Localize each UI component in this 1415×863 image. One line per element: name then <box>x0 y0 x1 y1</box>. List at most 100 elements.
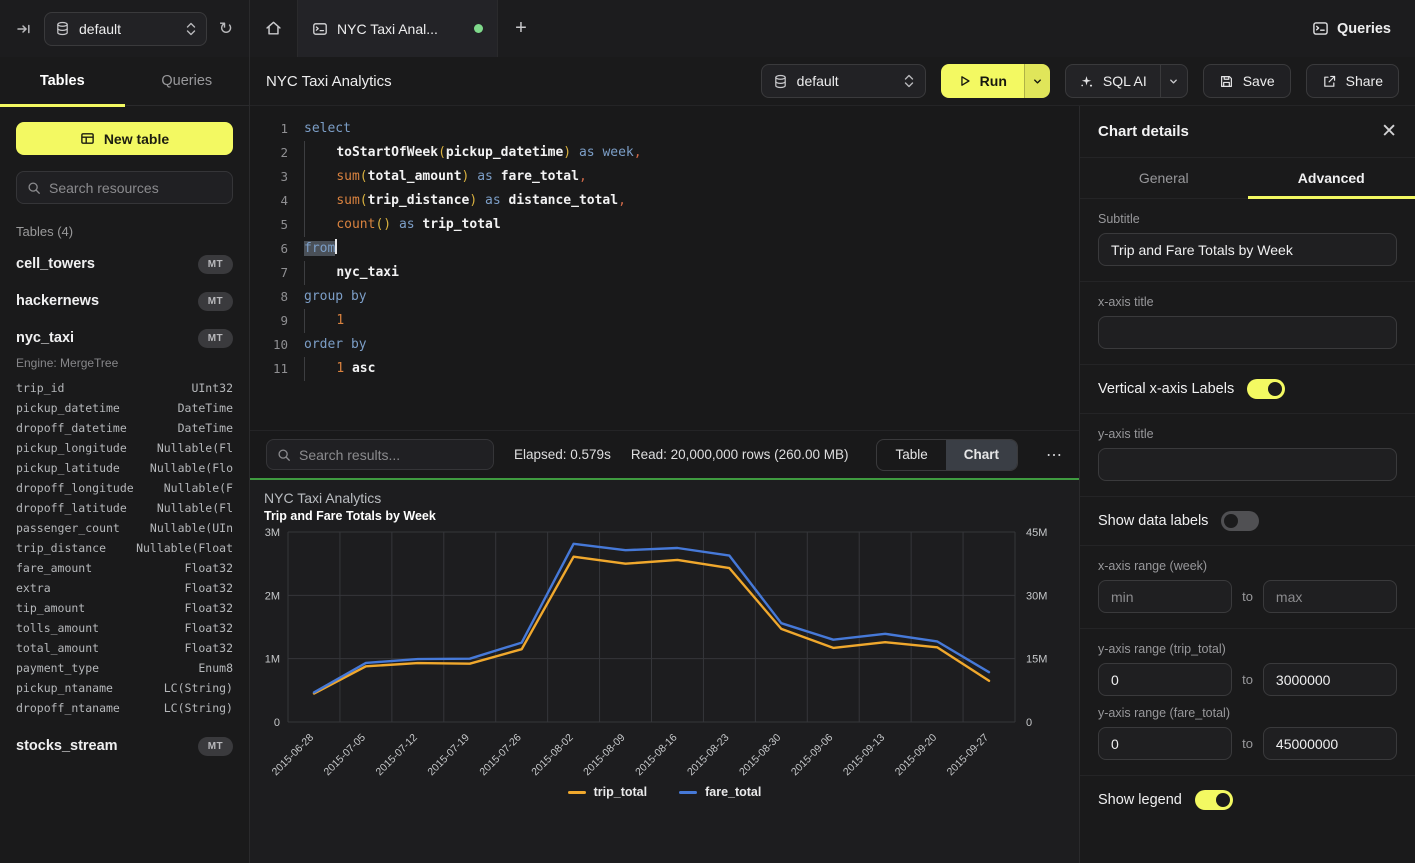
chart-details-body: Subtitle x-axis title Vertical x-axis La… <box>1080 199 1415 824</box>
read-stat: Read: 20,000,000 rows (260.00 MB) <box>630 447 849 462</box>
legend-item-trip_total[interactable]: trip_total <box>567 785 647 799</box>
sql-ai-button[interactable]: SQL AI <box>1066 65 1160 97</box>
queries-button[interactable]: Queries <box>1312 0 1415 57</box>
svg-text:15M: 15M <box>1026 654 1047 666</box>
play-icon <box>958 74 972 88</box>
home-tab[interactable] <box>250 0 298 57</box>
run-button[interactable]: Run <box>941 64 1024 98</box>
y-fare-min-input[interactable] <box>1098 727 1233 760</box>
table-row-hackernews[interactable]: hackernews MT <box>16 289 233 313</box>
sql-ai-options-button[interactable] <box>1159 65 1187 97</box>
table-row-cell-towers[interactable]: cell_towers MT <box>16 252 233 276</box>
search-resources-input[interactable] <box>49 179 222 196</box>
query-header: NYC Taxi Analytics default <box>250 57 1415 106</box>
column-row: payment_type Enum8 <box>16 661 233 675</box>
main-area: NYC Taxi Analytics default <box>250 57 1415 863</box>
y-trip-max-input[interactable] <box>1262 663 1397 696</box>
show-legend-toggle[interactable] <box>1194 790 1233 810</box>
sidebar-tab-queries[interactable]: Queries <box>161 73 213 89</box>
x-range-max-input[interactable] <box>1262 580 1397 613</box>
line-number: 2 <box>280 145 288 160</box>
subtitle-input[interactable] <box>1098 233 1397 266</box>
unsaved-changes-dot <box>474 24 483 33</box>
search-icon <box>27 181 41 195</box>
code-line: 10 order by <box>250 333 1079 357</box>
sidebar-tab-tables[interactable]: Tables <box>0 57 125 107</box>
to-label: to <box>1242 672 1253 687</box>
subtitle-group: Subtitle <box>1080 199 1415 282</box>
sql-editor[interactable]: 1 select 2 toStartOfWeek(pickup_datetime) … <box>250 106 1079 430</box>
tab-advanced[interactable]: Advanced <box>1247 158 1415 199</box>
y-axis-range-fare-row: to <box>1098 727 1397 760</box>
chart-details-panel: Chart details ✕ General Advanced Subtitl… <box>1079 106 1415 863</box>
save-button[interactable]: Save <box>1202 64 1291 98</box>
chart-title: NYC Taxi Analytics <box>264 490 382 506</box>
database-icon <box>773 74 788 89</box>
search-icon <box>277 448 291 462</box>
x-axis-label: 2015-08-23 <box>685 732 732 779</box>
x-axis-label: 2015-09-06 <box>789 732 836 779</box>
y-axis-title-group: y-axis title <box>1080 414 1415 497</box>
svg-text:0: 0 <box>274 717 280 729</box>
query-title: NYC Taxi Analytics <box>266 72 392 90</box>
share-icon <box>1322 74 1337 89</box>
toggle-knob <box>1268 382 1283 396</box>
refresh-icon[interactable]: ↻ <box>218 18 233 38</box>
y-axis-title-label: y-axis title <box>1098 427 1154 441</box>
svg-text:3M: 3M <box>265 527 280 539</box>
x-range-min-input[interactable] <box>1098 580 1233 613</box>
database-selector[interactable]: default <box>44 11 207 46</box>
table-icon <box>80 131 95 146</box>
view-table-button[interactable]: Table <box>895 447 928 462</box>
table-name: stocks_stream <box>16 738 118 754</box>
vertical-x-axis-labels-toggle[interactable] <box>1247 379 1286 399</box>
chart-legend: trip_total fare_total <box>264 785 1065 799</box>
table-row-stocks-stream[interactable]: stocks_stream MT <box>16 734 233 758</box>
sql-ai-label: SQL AI <box>1102 73 1147 89</box>
legend-item-fare_total[interactable]: fare_total <box>679 785 761 799</box>
vertical-x-axis-labels-row: Vertical x-axis Labels <box>1080 365 1415 414</box>
chart-details-title: Chart details <box>1098 123 1189 140</box>
x-axis-label: 2015-06-28 <box>270 732 317 779</box>
series-line-fare_total <box>312 542 991 694</box>
more-options-icon[interactable]: ⋯ <box>1046 446 1063 464</box>
show-data-labels-label: Show data labels <box>1098 513 1209 529</box>
x-axis-title-input[interactable] <box>1098 316 1397 349</box>
sidebar: Tables Queries New table Tables (4) <box>0 57 250 863</box>
topbar-left: default ↻ <box>0 0 250 57</box>
show-legend-row: Show legend <box>1080 776 1415 824</box>
close-icon[interactable]: ✕ <box>1381 121 1397 142</box>
table-name: cell_towers <box>16 256 95 272</box>
search-results-input[interactable] <box>299 446 483 463</box>
y-axis-title-input[interactable] <box>1098 448 1397 481</box>
code-line: 6 from <box>250 237 1079 261</box>
run-database-selector[interactable]: default <box>760 64 926 98</box>
tab-general[interactable]: General <box>1138 170 1189 186</box>
save-label: Save <box>1242 73 1275 89</box>
show-data-labels-toggle[interactable] <box>1221 511 1260 531</box>
share-label: Share <box>1345 73 1383 89</box>
column-row: total_amount Float32 <box>16 641 233 655</box>
run-options-button[interactable] <box>1023 64 1050 98</box>
y-trip-min-input[interactable] <box>1098 663 1233 696</box>
collapse-sidebar-icon[interactable] <box>16 21 32 37</box>
table-row-nyc-taxi[interactable]: nyc_taxi MT <box>16 326 233 350</box>
chart-details-tabs: General Advanced <box>1080 158 1415 199</box>
run-database-label: default <box>796 73 839 89</box>
query-terminal-icon <box>312 21 328 37</box>
column-row: tolls_amount Float32 <box>16 621 233 635</box>
new-table-button[interactable]: New table <box>16 122 233 155</box>
series-line-trip_total <box>312 555 991 695</box>
x-axis-label: 2015-07-12 <box>373 732 420 779</box>
top-bar: default ↻ NYC Taxi Anal... + <box>0 0 1415 57</box>
y-fare-max-input[interactable] <box>1262 727 1397 760</box>
engine-badge: MT <box>197 254 233 274</box>
tab-label: NYC Taxi Anal... <box>337 20 438 37</box>
legend-dash <box>567 790 586 794</box>
tab-nyc-taxi-analytics[interactable]: NYC Taxi Anal... <box>298 0 498 57</box>
view-chart-button[interactable]: Chart <box>945 439 1017 470</box>
new-tab-button[interactable]: + <box>515 17 527 39</box>
x-axis-label: 2015-09-20 <box>893 732 940 779</box>
share-button[interactable]: Share <box>1305 64 1399 98</box>
